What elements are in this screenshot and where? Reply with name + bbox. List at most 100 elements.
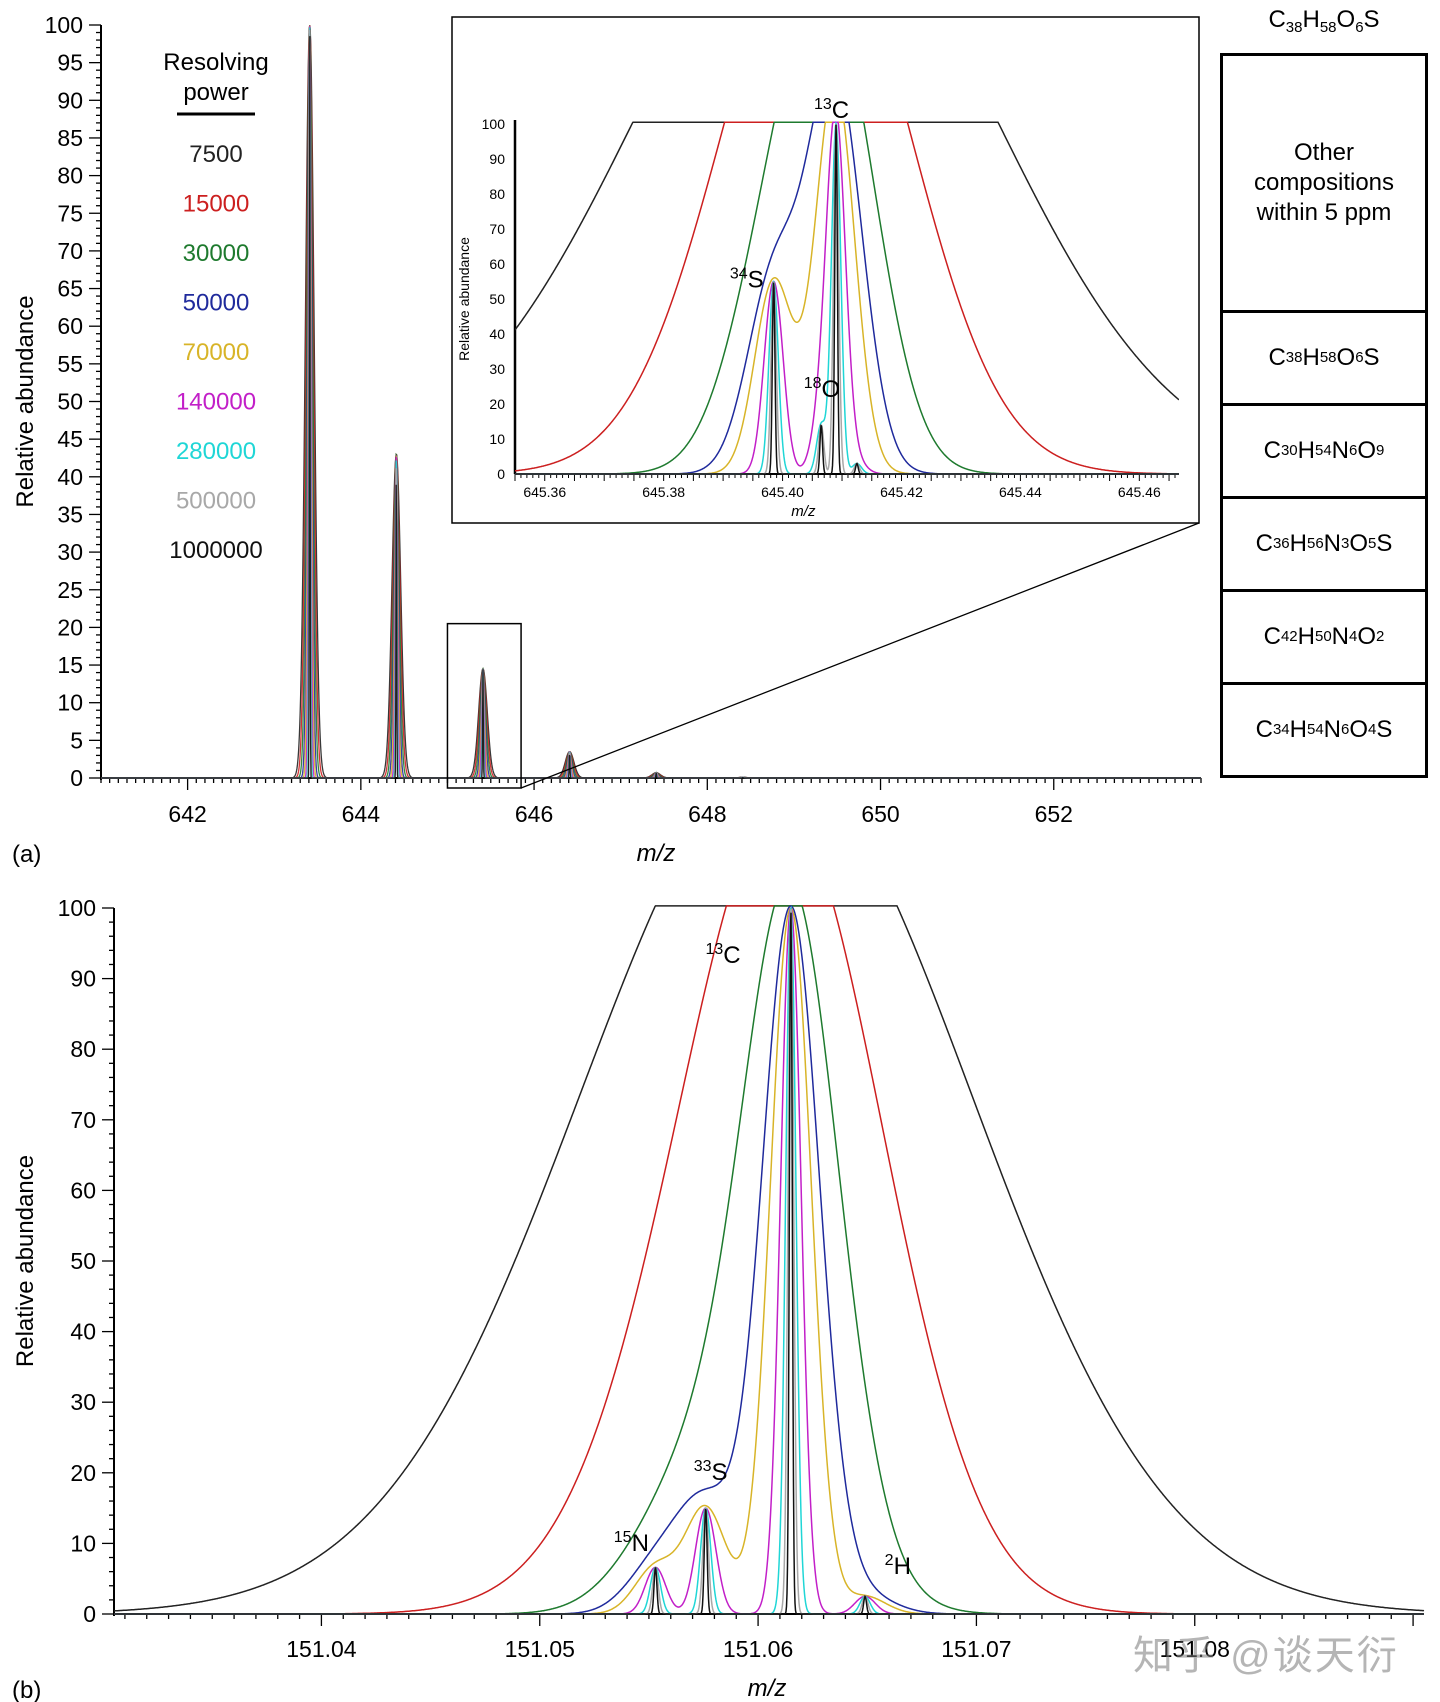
- inset-annotation-18O: 18O: [804, 375, 840, 403]
- panel-b-y-tick-label: 100: [58, 895, 96, 921]
- panel-a-y-tick-label: 5: [70, 727, 83, 753]
- inset-y-tick-label: 40: [489, 326, 505, 342]
- panel-b-x-tick-label: 151.04: [286, 1636, 357, 1662]
- panel-a-y-tick-label: 85: [57, 125, 83, 151]
- inset-annotation-34S: 34S: [730, 266, 764, 294]
- panel-a-y-tick-label: 55: [57, 351, 83, 377]
- panel-b-series-7500: [113, 905, 1425, 1612]
- panel-b-x-tick-label: 151.07: [941, 1636, 1011, 1662]
- panel-b-x-label: m/z: [748, 1675, 787, 1702]
- panel-b-y-tick-label: 40: [70, 1319, 96, 1345]
- panel-b-y-tick-label: 0: [83, 1601, 96, 1627]
- panel-a-x-tick-label: 646: [515, 801, 553, 827]
- legend-entry: 280000: [176, 438, 256, 465]
- inset-y-tick-label: 50: [489, 291, 505, 307]
- composition-row-4: C 42 H 50 N 4 O 2: [1223, 589, 1425, 682]
- panel-a-y-tick-label: 15: [57, 652, 83, 678]
- panel-a-label: (a): [12, 841, 41, 868]
- panel-a-y-label: Relative abundance: [12, 295, 39, 507]
- legend-entry: 15000: [183, 191, 250, 218]
- panel-b-y-label: Relative abundance: [12, 1155, 39, 1367]
- inset-x-tick-label: 645.42: [880, 484, 923, 500]
- legend-title: power: [183, 79, 248, 106]
- composition-table-header: Other compositions within 5 ppm: [1253, 139, 1395, 226]
- zoom-connector-line: [520, 522, 1200, 789]
- inset-y-tick-label: 0: [497, 466, 505, 482]
- panel-a-y-tick-label: 70: [57, 238, 83, 264]
- composition-row-5: C 34 H 54 N 6 O 4 S: [1223, 682, 1425, 775]
- inset-y-tick-label: 80: [489, 186, 505, 202]
- panel-b-x-tick-label: 151.05: [505, 1636, 575, 1662]
- legend-entry: 70000: [183, 339, 250, 366]
- watermark: 知乎 @谈天衍: [1133, 1634, 1399, 1678]
- panel-a-y-tick-label: 100: [45, 12, 83, 38]
- panel-a-y-tick-label: 45: [57, 426, 83, 452]
- panel-b-y-tick-label: 70: [70, 1107, 96, 1133]
- panel-a-y-tick-label: 75: [57, 200, 83, 226]
- panel-a-y-tick-label: 95: [57, 50, 83, 76]
- panel-b-annotation-13C: 13C: [705, 941, 740, 969]
- panel-a-y-tick-label: 20: [57, 614, 83, 640]
- panel-a-y-tick-label: 25: [57, 577, 83, 603]
- panel-b-curves: [113, 905, 1425, 1615]
- panel-b-y-tick-label: 20: [70, 1460, 96, 1486]
- inset-annotation-13C: 13C: [814, 96, 849, 124]
- panel-b-annotation-33S: 33S: [694, 1458, 728, 1486]
- panel-a-y-tick-label: 50: [57, 389, 83, 415]
- panel-a-y-tick-label: 65: [57, 276, 83, 302]
- panel-b-y-tick-label: 10: [70, 1530, 96, 1556]
- inset-y-tick-label: 100: [482, 116, 506, 132]
- panel-a-x-tick-label: 644: [342, 801, 381, 827]
- panel-a-x-tick-label: 652: [1035, 801, 1073, 827]
- panel-b-series-70000: [114, 907, 1424, 1615]
- inset-x-tick-label: 645.36: [523, 484, 566, 500]
- legend-entry: 50000: [183, 290, 250, 317]
- panel-a-y-tick-label: 35: [57, 501, 83, 527]
- inset-series-1000000: [515, 124, 1179, 475]
- panel-b-annotation-15N: 15N: [614, 1529, 649, 1557]
- panel-a-x-tick-label: 648: [688, 801, 726, 827]
- composition-row-1: C 38 H 58 O 6 S: [1223, 310, 1425, 403]
- panel-a-series-1000000: [101, 36, 1201, 779]
- panel-b-series-140000: [114, 906, 1424, 1615]
- inset: 0 10 20 30 40 50 60 70 80 90 100 645.36 645.38 645.40…: [456, 96, 1179, 520]
- legend-entry: 500000: [176, 488, 256, 515]
- inset-y-tick-label: 10: [489, 431, 505, 447]
- inset-y-tick-label: 70: [489, 221, 505, 237]
- inset-y-tick-label: 20: [489, 396, 505, 412]
- legend-title: Resolving: [163, 49, 268, 76]
- inset-x-label: m/z: [791, 503, 816, 520]
- panel-b-y-tick-label: 50: [70, 1248, 96, 1274]
- inset-y-tick-label: 90: [489, 151, 505, 167]
- panel-a-y-tick-label: 40: [57, 464, 83, 490]
- panel-a-y-tick-label: 10: [57, 690, 83, 716]
- panel-b-annotation-2H: 2H: [885, 1552, 911, 1580]
- panel-a-x-tick-label: 642: [168, 801, 206, 827]
- composition-row-3: C 36 H 56 N 3 O 5 S: [1223, 496, 1425, 589]
- panel-a-y-tick-label: 60: [57, 313, 83, 339]
- inset-x-tick-label: 645.46: [1118, 484, 1161, 500]
- panel-b-series-50000: [114, 905, 1424, 1615]
- legend-entry: 1000000: [169, 537, 262, 564]
- zoom-box: [446, 622, 522, 789]
- inset-x-tick-label: 645.40: [761, 484, 804, 500]
- composition-table: Other compositions within 5 ppm C 38 H 58 O 6…: [1220, 53, 1428, 778]
- panel-a-y-tick-label: 0: [70, 765, 83, 791]
- inset-y-label: Relative abundance: [456, 237, 472, 361]
- panel-b-series-500000: [114, 909, 1424, 1615]
- panel-b-x-tick-label: 151.08: [1160, 1636, 1230, 1662]
- inset-frame: [451, 16, 1200, 524]
- panel-b-label: (b): [12, 1677, 41, 1702]
- panel-a: 0 5 10 15 20 25 30 35 40 45 50 55 60 65 70 75 80 85 90 95 10…: [12, 12, 1202, 868]
- inset-curves: [515, 120, 1179, 475]
- legend-entry: 7500: [189, 141, 242, 168]
- top-formula: C38H58O6S: [1268, 6, 1380, 36]
- composition-row-2: C 30 H 54 N 6 O 9: [1223, 403, 1425, 496]
- panel-a-x-label: m/z: [637, 840, 676, 867]
- panel-b-series-30000: [114, 905, 1424, 1615]
- panel-a-y-tick-label: 80: [57, 163, 83, 189]
- panel-b-y-tick-label: 30: [70, 1389, 96, 1415]
- panel-b-series-15000: [114, 905, 1424, 1615]
- legend-entry: 140000: [176, 389, 256, 416]
